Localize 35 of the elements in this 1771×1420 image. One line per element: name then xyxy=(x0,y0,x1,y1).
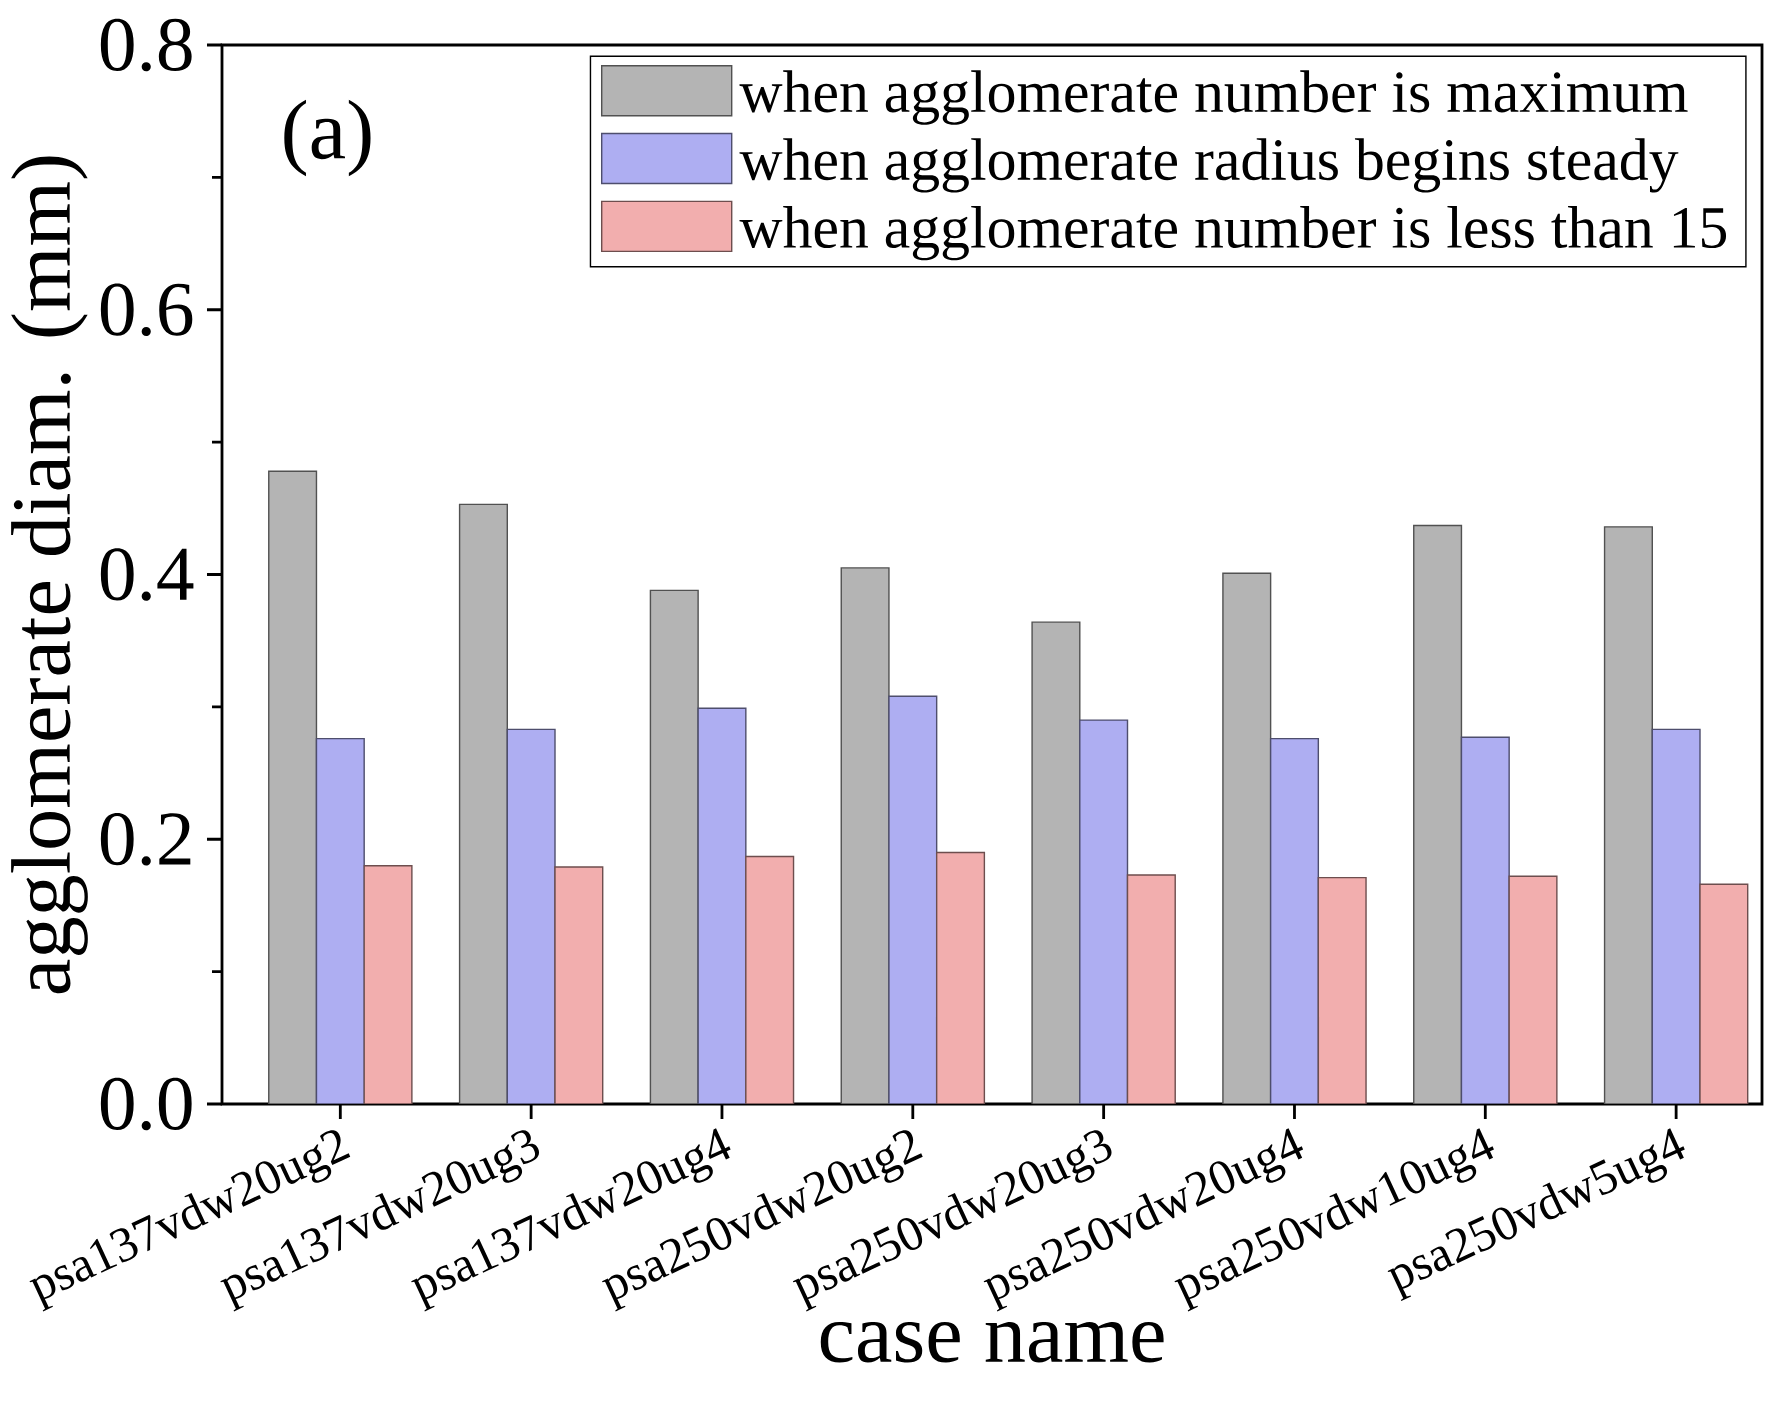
bar xyxy=(1508,875,1558,1104)
bar xyxy=(1031,621,1081,1104)
bar xyxy=(554,866,604,1104)
bar xyxy=(1222,572,1272,1104)
legend-label: when agglomerate number is less than 15 xyxy=(739,206,1727,261)
bar xyxy=(1079,719,1129,1104)
legend-label: when agglomerate number is maximum xyxy=(739,70,1688,125)
annotation: (a) xyxy=(284,99,371,177)
bar xyxy=(1699,883,1749,1104)
y-tick-label: 0.2 xyxy=(100,812,191,866)
bar xyxy=(745,855,795,1104)
bar xyxy=(1651,728,1701,1104)
bar xyxy=(1317,876,1367,1104)
y-tick-label: 0.0 xyxy=(100,1077,192,1131)
x-axis-title: case name xyxy=(820,1321,1164,1363)
bar xyxy=(363,865,413,1104)
bar xyxy=(840,567,890,1104)
bar xyxy=(888,695,938,1104)
bar xyxy=(458,503,508,1104)
y-axis-title: agglomerate diam. (mm) xyxy=(11,156,88,994)
y-tick-label: 0.6 xyxy=(100,283,193,337)
bar xyxy=(1413,524,1463,1104)
bar xyxy=(315,737,365,1104)
bar xyxy=(1460,736,1510,1104)
bar xyxy=(1603,526,1653,1104)
bar xyxy=(506,728,556,1104)
bar xyxy=(1126,874,1176,1104)
bar xyxy=(1269,737,1320,1104)
y-tick-label: 0.4 xyxy=(100,548,194,601)
bar xyxy=(935,851,986,1104)
y-tick-label: 0.8 xyxy=(100,18,192,72)
bar xyxy=(649,589,699,1104)
bar xyxy=(268,470,318,1104)
bar xyxy=(697,707,747,1104)
legend-label: when agglomerate radius begins steady xyxy=(739,138,1679,193)
